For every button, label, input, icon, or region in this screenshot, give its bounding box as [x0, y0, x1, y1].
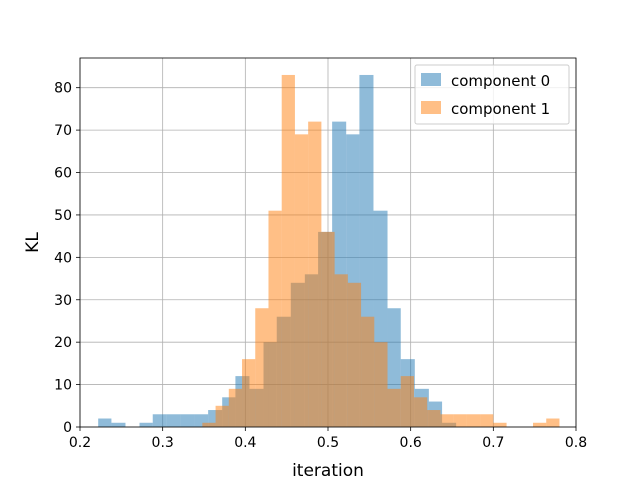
- y-tick-label: 30: [54, 293, 72, 309]
- ticks: 0.2 0.3 0.4 0.5 0.6 0.7 0.8 0 10 20 30 40 50 60 70 80: [54, 81, 587, 451]
- x-axis-label: iteration: [292, 461, 364, 480]
- x-tick-label: 0.8: [565, 435, 587, 451]
- histogram-bar-component-1: [413, 397, 428, 427]
- legend-swatch-component-0: [421, 73, 441, 86]
- histogram-bar-component-1: [255, 308, 269, 427]
- histogram-bar-component-1: [215, 405, 229, 427]
- histogram-bar-component-1: [546, 418, 560, 427]
- histogram-bar-component-1: [400, 376, 414, 427]
- histogram-bar-component-1: [242, 359, 256, 427]
- y-tick-label: 10: [54, 378, 72, 394]
- y-tick-label: 20: [54, 335, 72, 351]
- histogram-bar-component-1: [321, 231, 335, 427]
- legend-swatch-component-1: [421, 101, 441, 114]
- legend: component 0 component 1: [414, 64, 570, 125]
- y-axis-label: KL: [23, 232, 43, 253]
- histogram-bar-component-1: [268, 210, 282, 427]
- x-tick-label: 0.5: [317, 435, 339, 451]
- y-tick-label: 80: [54, 81, 72, 97]
- histogram-bar-component-1: [493, 422, 507, 427]
- legend-label-component-0: component 0: [451, 72, 550, 90]
- y-tick-label: 50: [54, 208, 72, 224]
- histogram-bar-component-1: [374, 342, 388, 427]
- y-tick-label: 60: [54, 166, 72, 182]
- histogram-bar-component-1: [466, 414, 481, 427]
- histogram-bar-component-0: [111, 422, 126, 427]
- histogram-bar-component-0: [180, 414, 195, 427]
- histogram-bar-component-1: [387, 388, 401, 427]
- histogram-bar-component-1: [228, 388, 243, 427]
- y-tick-label: 0: [63, 420, 72, 436]
- legend-box: [414, 64, 570, 125]
- histogram-bar-component-1: [294, 134, 309, 427]
- histogram-bar-component-1: [427, 410, 441, 427]
- histogram-bar-component-1: [347, 282, 362, 427]
- histogram-bar-component-1: [480, 414, 494, 427]
- histogram-bar-component-1: [281, 74, 295, 427]
- x-tick-label: 0.7: [482, 435, 504, 451]
- histogram-bar-component-1: [308, 121, 322, 427]
- histogram-bar-component-1: [361, 316, 375, 427]
- bars: [98, 74, 560, 427]
- histogram-bar-component-1: [453, 414, 467, 427]
- histogram-bar-component-0: [152, 414, 167, 427]
- histogram-bar-component-1: [440, 414, 454, 427]
- x-tick-label: 0.6: [400, 435, 422, 451]
- histogram-bar-component-1: [202, 422, 216, 427]
- histogram-bar-component-1: [334, 274, 348, 427]
- y-tick-label: 70: [54, 123, 72, 139]
- x-tick-label: 0.2: [69, 435, 91, 451]
- histogram-bar-component-0: [98, 418, 112, 427]
- histogram-bar-component-0: [139, 422, 153, 427]
- legend-label-component-1: component 1: [451, 100, 550, 118]
- histogram-bar-component-0: [166, 414, 181, 427]
- y-tick-label: 40: [54, 250, 72, 266]
- x-tick-label: 0.4: [234, 435, 256, 451]
- histogram-bar-component-1: [533, 422, 547, 427]
- x-tick-label: 0.3: [152, 435, 174, 451]
